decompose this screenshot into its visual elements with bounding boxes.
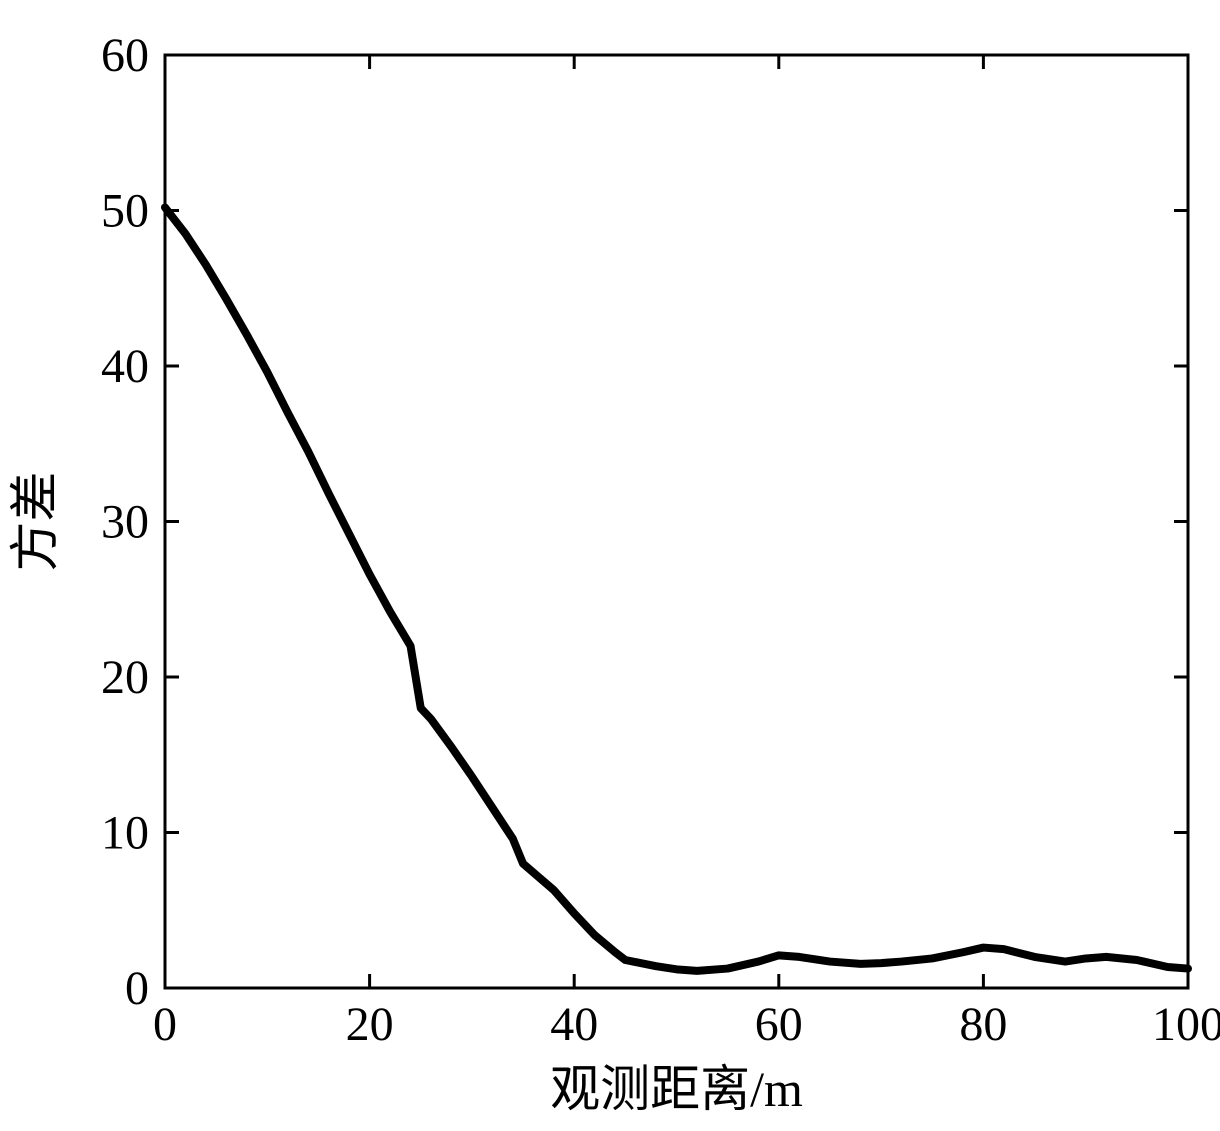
line-chart: 0 20 40 60 80 100 0 10 20 30 40 50 60 观测距离/m 方差 [0, 0, 1220, 1131]
y-tick-label: 40 [101, 340, 149, 393]
y-tick-label: 20 [101, 651, 149, 704]
x-tick-label: 20 [346, 998, 394, 1051]
y-axis-label: 方差 [7, 472, 63, 572]
x-tick-label: 80 [959, 998, 1007, 1051]
series-variance [165, 207, 1188, 971]
x-tick-label: 100 [1152, 998, 1220, 1051]
x-axis-label: 观测距离/m [550, 1061, 803, 1117]
y-tick-label: 10 [101, 807, 149, 860]
chart-container: 0 20 40 60 80 100 0 10 20 30 40 50 60 观测距离/m 方差 [0, 0, 1220, 1131]
plot-box [165, 55, 1188, 988]
y-tick-label: 0 [125, 962, 149, 1015]
x-tick-label: 40 [550, 998, 598, 1051]
y-tick-label: 50 [101, 185, 149, 238]
x-tick-label: 0 [153, 998, 177, 1051]
x-tick-label: 60 [755, 998, 803, 1051]
y-tick-label: 60 [101, 29, 149, 82]
y-tick-label: 30 [101, 496, 149, 549]
